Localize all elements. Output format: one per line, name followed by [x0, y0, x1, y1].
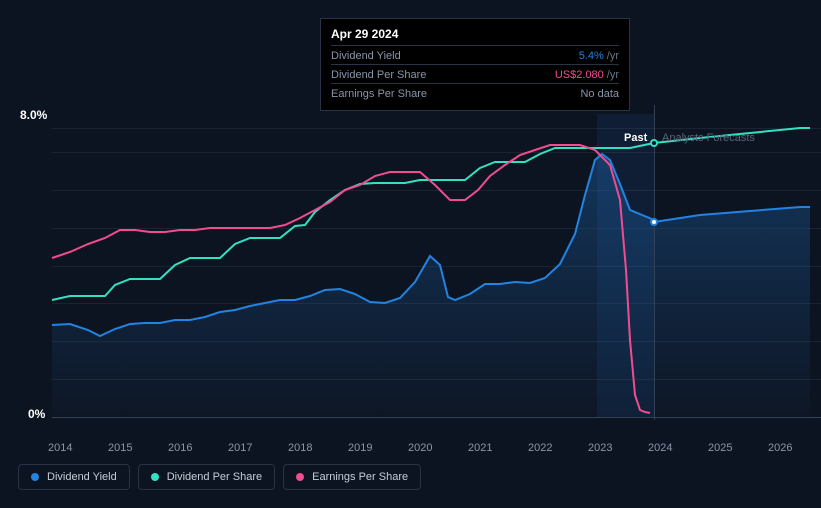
legend-item-label: Dividend Per Share	[167, 471, 262, 483]
chart-baseline	[52, 417, 821, 418]
x-axis-label: 2016	[168, 442, 192, 454]
tooltip-row: Dividend Per Share US$2.080/yr	[331, 64, 619, 83]
x-axis-label: 2023	[588, 442, 612, 454]
dividend-per-share-marker	[650, 139, 658, 147]
tooltip-title: Apr 29 2024	[331, 27, 619, 41]
tooltip-row-value: No data	[580, 86, 619, 102]
legend-dot-icon	[296, 473, 304, 481]
legend-item-label: Dividend Yield	[47, 471, 117, 483]
tooltip-row-value: US$2.080/yr	[555, 67, 619, 83]
chart-container: Past Analysts Forecasts 8.0% 0% 2014 2015…	[0, 0, 821, 508]
x-axis-label: 2017	[228, 442, 252, 454]
x-axis-label: 2026	[768, 442, 792, 454]
x-axis-label: 2015	[108, 442, 132, 454]
x-axis-label: 2022	[528, 442, 552, 454]
tooltip-row-value: 5.4%/yr	[579, 48, 619, 64]
x-axis-label: 2021	[468, 442, 492, 454]
y-axis-min-label: 0%	[28, 407, 45, 421]
dividend-yield-marker	[650, 218, 658, 226]
tooltip-row-label: Dividend Per Share	[331, 67, 426, 83]
chart-tooltip: Apr 29 2024 Dividend Yield5.4%/yrDividen…	[320, 18, 630, 111]
tooltip-row-label: Dividend Yield	[331, 48, 401, 64]
x-axis-label: 2020	[408, 442, 432, 454]
forecast-label: Analysts Forecasts	[662, 132, 755, 144]
legend-item-earnings-per-share[interactable]: Earnings Per Share	[283, 464, 421, 490]
tooltip-row: Dividend Yield 5.4%/yr	[331, 45, 619, 64]
y-axis-max-label: 8.0%	[20, 108, 47, 122]
past-label: Past	[624, 132, 647, 144]
x-axis-label: 2024	[648, 442, 672, 454]
chart-legend: Dividend Yield Dividend Per Share Earnings…	[18, 464, 421, 490]
legend-dot-icon	[31, 473, 39, 481]
x-axis-label: 2014	[48, 442, 72, 454]
dividend-yield-area	[52, 154, 810, 417]
legend-item-label: Earnings Per Share	[312, 471, 408, 483]
legend-item-dividend-per-share[interactable]: Dividend Per Share	[138, 464, 275, 490]
x-axis-label: 2018	[288, 442, 312, 454]
legend-dot-icon	[151, 473, 159, 481]
tooltip-row-label: Earnings Per Share	[331, 86, 427, 102]
x-axis-label: 2019	[348, 442, 372, 454]
past-divider	[654, 105, 655, 420]
x-axis-label: 2025	[708, 442, 732, 454]
legend-item-dividend-yield[interactable]: Dividend Yield	[18, 464, 130, 490]
tooltip-row: Earnings Per Share No data	[331, 83, 619, 102]
